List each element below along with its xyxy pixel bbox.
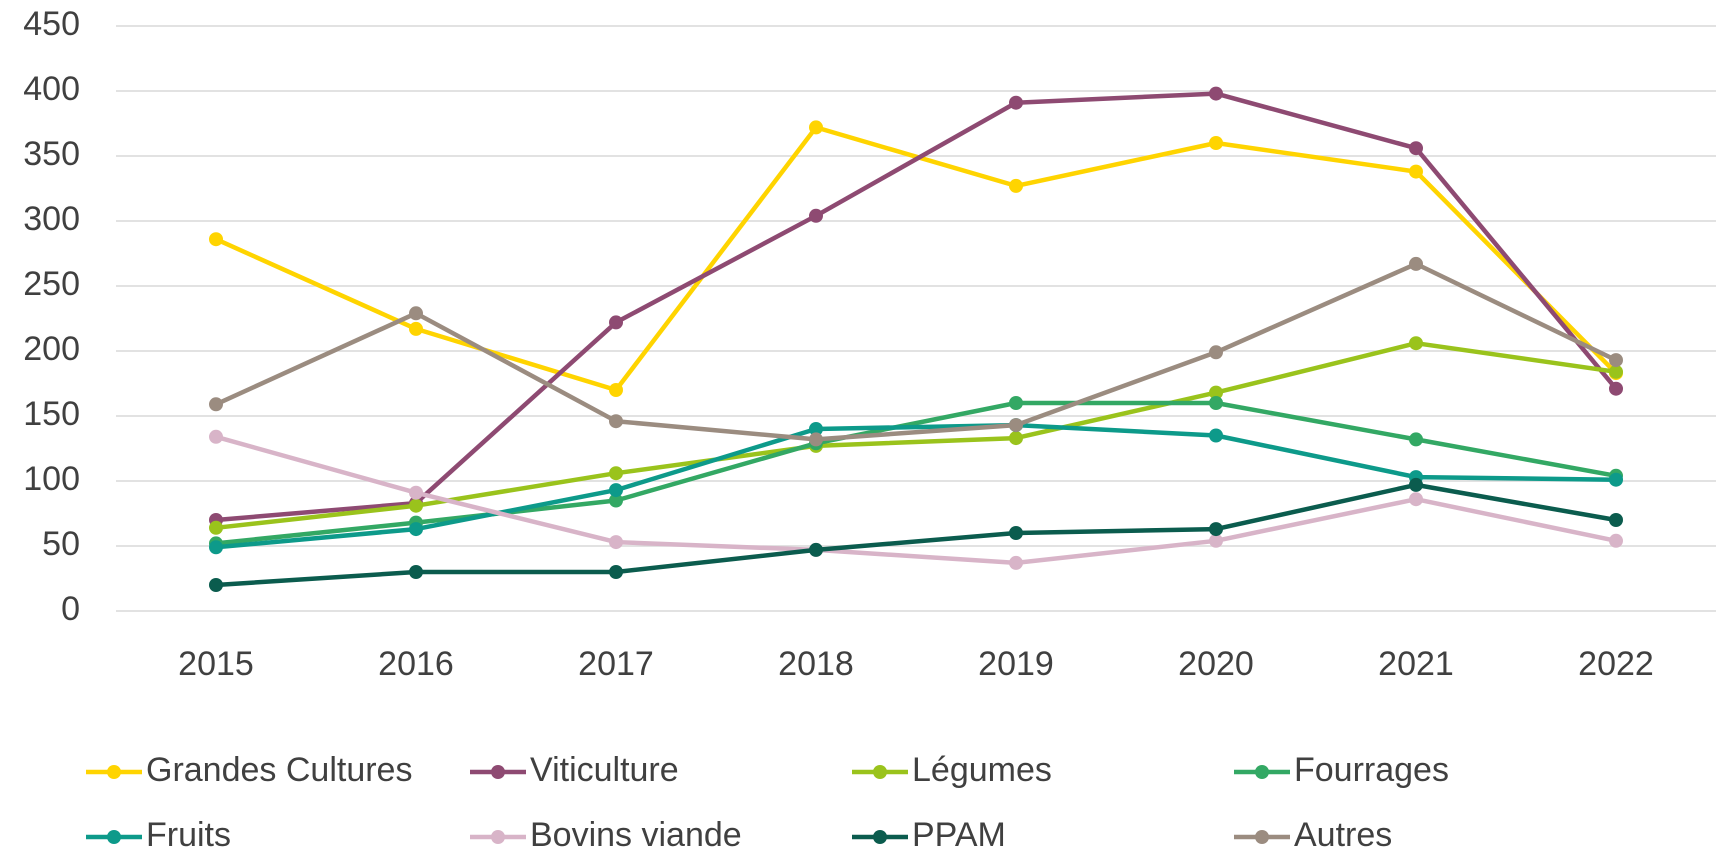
data-point bbox=[1009, 555, 1023, 570]
legend-label: Grandes Cultures bbox=[146, 751, 412, 789]
y-tick-label: 400 bbox=[23, 70, 80, 108]
data-point bbox=[1009, 526, 1023, 540]
x-tick-label: 2021 bbox=[1378, 645, 1454, 683]
data-point bbox=[209, 232, 223, 247]
legend-label: PPAM bbox=[912, 816, 1006, 854]
x-tick-label: 2018 bbox=[778, 645, 854, 683]
legend-marker bbox=[1255, 765, 1269, 779]
legend-marker bbox=[873, 765, 887, 779]
y-tick-label: 150 bbox=[23, 395, 80, 433]
data-point bbox=[209, 578, 223, 592]
data-point bbox=[1209, 396, 1223, 410]
data-point bbox=[609, 493, 623, 508]
legend-marker bbox=[491, 765, 505, 779]
data-point bbox=[209, 520, 223, 535]
y-tick-label: 250 bbox=[23, 265, 80, 303]
y-tick-label: 450 bbox=[23, 5, 80, 43]
legend-label: Légumes bbox=[912, 751, 1052, 789]
data-point bbox=[1209, 86, 1223, 101]
data-point bbox=[209, 540, 223, 555]
data-point bbox=[1409, 336, 1423, 351]
data-point bbox=[1009, 431, 1023, 446]
legend-marker bbox=[107, 830, 121, 844]
data-point bbox=[809, 432, 823, 447]
data-point bbox=[1209, 522, 1223, 537]
series-line bbox=[215, 482, 1617, 588]
y-tick-label: 100 bbox=[23, 460, 80, 498]
data-point bbox=[1609, 533, 1623, 548]
data-point bbox=[1209, 533, 1223, 548]
data-point bbox=[1409, 164, 1423, 179]
series-line bbox=[215, 434, 1617, 566]
y-tick-label: 50 bbox=[42, 525, 80, 563]
data-point bbox=[409, 498, 423, 513]
data-point bbox=[1609, 513, 1623, 527]
data-point bbox=[1209, 345, 1223, 360]
legend-marker bbox=[491, 830, 505, 844]
data-point bbox=[809, 208, 823, 223]
data-point bbox=[409, 306, 423, 321]
data-point bbox=[1409, 477, 1423, 492]
data-point bbox=[1209, 385, 1223, 400]
series-line bbox=[215, 91, 1618, 523]
series-line bbox=[215, 422, 1617, 550]
data-point bbox=[809, 422, 823, 436]
legend-label: Fourrages bbox=[1294, 751, 1449, 789]
data-point bbox=[1609, 364, 1623, 379]
x-tick-label: 2015 bbox=[178, 645, 254, 683]
data-point bbox=[1409, 256, 1423, 271]
data-point bbox=[409, 321, 423, 336]
data-point bbox=[1609, 472, 1623, 487]
data-point bbox=[1009, 418, 1023, 433]
series-line bbox=[215, 261, 1617, 442]
data-point bbox=[609, 565, 623, 579]
data-point bbox=[609, 383, 623, 397]
legend-marker bbox=[873, 830, 887, 844]
data-point bbox=[209, 429, 223, 444]
y-tick-label: 350 bbox=[23, 135, 80, 173]
data-point bbox=[809, 542, 823, 557]
legend-label: Autres bbox=[1294, 816, 1392, 854]
x-tick-label: 2017 bbox=[578, 645, 654, 683]
data-point bbox=[409, 565, 423, 579]
data-point bbox=[409, 485, 423, 500]
legend-label: Bovins viande bbox=[530, 816, 742, 854]
data-point bbox=[609, 535, 623, 550]
y-tick-label: 200 bbox=[23, 330, 80, 368]
data-point bbox=[1009, 95, 1023, 110]
data-point bbox=[609, 483, 623, 498]
data-point bbox=[609, 315, 623, 330]
series-line bbox=[215, 400, 1617, 546]
data-point bbox=[1409, 492, 1423, 507]
x-tick-label: 2016 bbox=[378, 645, 454, 683]
y-tick-label: 0 bbox=[61, 590, 80, 628]
data-point bbox=[1009, 178, 1023, 193]
data-point bbox=[609, 466, 623, 481]
legend-marker bbox=[107, 765, 121, 779]
legend-label: Viticulture bbox=[530, 751, 679, 789]
x-tick-label: 2019 bbox=[978, 645, 1054, 683]
series-line bbox=[215, 125, 1618, 393]
data-point bbox=[1409, 141, 1423, 156]
x-tick-label: 2022 bbox=[1578, 645, 1654, 683]
legend-label: Fruits bbox=[146, 816, 231, 854]
data-point bbox=[409, 522, 423, 537]
data-point bbox=[809, 120, 823, 135]
data-point bbox=[209, 397, 223, 412]
data-point bbox=[1609, 381, 1623, 396]
data-point bbox=[609, 414, 623, 429]
data-point bbox=[1209, 428, 1223, 443]
data-point bbox=[1209, 136, 1223, 150]
data-point bbox=[1409, 432, 1423, 447]
data-point bbox=[1009, 396, 1023, 410]
legend-marker bbox=[1255, 830, 1269, 844]
y-tick-label: 300 bbox=[23, 200, 80, 238]
data-point bbox=[1609, 353, 1623, 368]
x-tick-label: 2020 bbox=[1178, 645, 1254, 683]
